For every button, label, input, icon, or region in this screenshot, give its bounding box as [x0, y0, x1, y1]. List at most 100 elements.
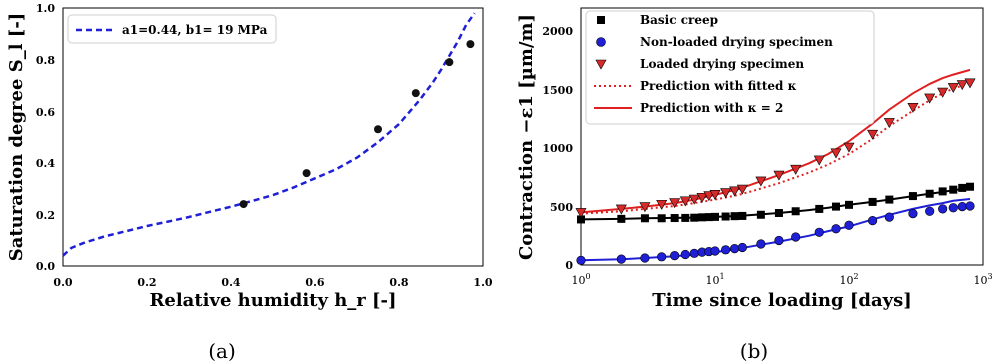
panel-b-loaded-point — [964, 78, 976, 89]
panel-a-data-point — [239, 200, 248, 209]
legend-square-marker — [597, 16, 605, 24]
panel-a: 0.0 0.2 0.4 0.6 0.8 1.0 0.0 0.2 0.4 0.6 … — [6, 2, 493, 363]
panel-a-x-tick-label: 1.0 — [473, 276, 492, 289]
panel-a-x-axis-label: Relative humidity h_r [-] — [149, 290, 396, 311]
panel-b-loaded-point — [907, 102, 919, 113]
panel-a-fit-curve — [62, 12, 476, 257]
panel-b-loaded-point — [736, 184, 748, 195]
panel-b-basic-creep-point — [958, 183, 967, 192]
panel-b-y-axis-label: Contraction −ε1 [µm/m] — [516, 14, 537, 260]
panel-b-y-tick-label: 500 — [550, 201, 573, 214]
panel-b-plot — [575, 68, 976, 265]
panel-b-loaded-point — [696, 192, 708, 203]
panel-b-y-tick-label: 0 — [565, 259, 573, 272]
panel-b-loaded-point — [688, 194, 700, 205]
panel-b: 0 500 1000 1500 2000 100 101 102 103 Tim… — [516, 7, 993, 363]
panel-b-legend-label: Non-loaded drying specimen — [640, 35, 833, 49]
panel-b-y-tick-label: 2000 — [542, 25, 573, 38]
panel-b-nonloaded-point — [657, 252, 667, 262]
panel-b-loaded-point — [773, 170, 785, 181]
panel-b-loaded-point — [709, 190, 721, 200]
panel-b-loaded-point — [830, 148, 842, 159]
panel-b-x-tick-label: 100 — [571, 272, 590, 287]
panel-b-basic-creep-point — [845, 200, 853, 209]
panel-a-x-tick-label: 0.0 — [53, 276, 72, 289]
panel-a-x-tick-label: 0.2 — [137, 276, 156, 289]
panel-b-loaded-point — [790, 164, 802, 175]
panel-b-loaded-point — [639, 202, 651, 213]
panel-a-x-ticks: 0.0 0.2 0.4 0.6 0.8 1.0 — [53, 276, 492, 289]
panel-b-y-tick-label: 1500 — [542, 84, 573, 97]
panel-b-x-ticks: 100 101 102 103 — [571, 272, 992, 287]
panel-b-basic-creep-point — [885, 195, 894, 204]
panel-b-basic-creep-point — [966, 182, 975, 191]
panel-a-legend-label: a1=0.44, b1= 19 MPa — [122, 23, 268, 37]
panel-b-loaded-point — [669, 198, 681, 209]
panel-b-loaded-point — [755, 176, 767, 187]
panel-b-y-ticks: 0 500 1000 1500 2000 — [542, 25, 573, 272]
panel-b-basic-creep-point — [868, 197, 877, 206]
panel-b-basic-creep-point — [617, 214, 626, 223]
panel-b-basic-creep-point — [577, 215, 585, 224]
panel-b-loaded-point — [813, 155, 825, 166]
panel-b-basic-creep-point — [832, 202, 841, 211]
panel-b-legend-box — [585, 10, 875, 125]
panel-b-loaded-point — [575, 208, 587, 219]
panel-a-x-tick-label: 0.4 — [221, 276, 240, 289]
panel-b-nonloaded-point — [729, 244, 740, 254]
panel-a-x-tick-label: 0.8 — [389, 276, 408, 289]
panel-a-y-tick-label: 0.0 — [36, 260, 55, 273]
panel-a-caption: (a) — [208, 339, 236, 363]
panel-b-nonloaded-point — [791, 232, 801, 242]
panel-b-basic-creep-point — [640, 214, 649, 223]
panel-b-nonloaded-point — [965, 201, 975, 211]
panel-b-basic-creep-point — [949, 185, 958, 194]
panel-b-basic-creep-point — [908, 192, 917, 201]
panel-b-loaded-point — [703, 191, 715, 202]
panel-a-y-tick-label: 0.4 — [36, 157, 55, 170]
panel-a-y-tick-label: 0.6 — [36, 106, 55, 119]
panel-b-loaded-point — [937, 87, 949, 98]
panel-b-nonloaded-point — [774, 235, 784, 246]
legend-circle-marker — [596, 37, 606, 47]
panel-b-basic-creep-point — [738, 211, 747, 220]
panel-b-basic-creep-point — [690, 213, 699, 222]
panel-b-nonloaded-point — [957, 201, 967, 212]
panel-b-basic-creep-point — [711, 212, 719, 221]
panel-b-loaded-point — [947, 83, 959, 94]
panel-b-basic-creep-point — [774, 209, 783, 218]
panel-a-y-tick-label: 1.0 — [36, 2, 55, 15]
panel-a-y-ticks: 0.0 0.2 0.4 0.6 0.8 1.0 — [36, 2, 55, 273]
panel-b-nonloaded-point — [710, 246, 720, 256]
panel-b-legend-label: Prediction with fitted κ — [640, 79, 797, 93]
panel-b-y-tick-label: 1000 — [542, 142, 573, 155]
panel-b-basic-creep-point — [756, 210, 765, 219]
panel-b-nonloaded-point — [908, 209, 918, 219]
panel-b-basic-creep-point — [721, 212, 730, 221]
panel-b-loaded-point — [729, 186, 741, 197]
panel-b-nonloaded-point — [576, 255, 586, 265]
panel-a-data-point — [466, 40, 475, 49]
panel-b-nonloaded-point — [721, 245, 731, 255]
panel-a-y-axis-label: Saturation degree S_l [-] — [6, 13, 27, 262]
panel-b-basic-creep-point — [704, 213, 713, 222]
panel-b-nonloaded-point — [867, 216, 878, 226]
panel-b-nonloaded-point — [831, 224, 841, 234]
panel-b-nonloaded-point — [884, 212, 894, 222]
panel-b-loaded-point — [843, 142, 855, 153]
legend-triangle-marker — [595, 59, 607, 70]
panel-a-data-point — [302, 169, 311, 178]
panel-b-x-tick-label: 103 — [973, 272, 992, 287]
panel-b-caption: (b) — [740, 339, 768, 363]
panel-a-data-point — [411, 89, 420, 98]
panel-b-series-line-3 — [580, 198, 971, 262]
panel-b-loaded-point — [720, 188, 732, 199]
panel-a-data-point — [445, 58, 454, 67]
panel-b-loaded-point — [679, 196, 691, 207]
panel-b-basic-creep-point — [657, 214, 666, 223]
panel-a-data-point — [374, 125, 382, 134]
panel-b-nonloaded-point — [689, 248, 699, 258]
panel-b-legend-label: Loaded drying specimen — [640, 57, 804, 71]
panel-b-basic-creep-point — [925, 189, 934, 198]
